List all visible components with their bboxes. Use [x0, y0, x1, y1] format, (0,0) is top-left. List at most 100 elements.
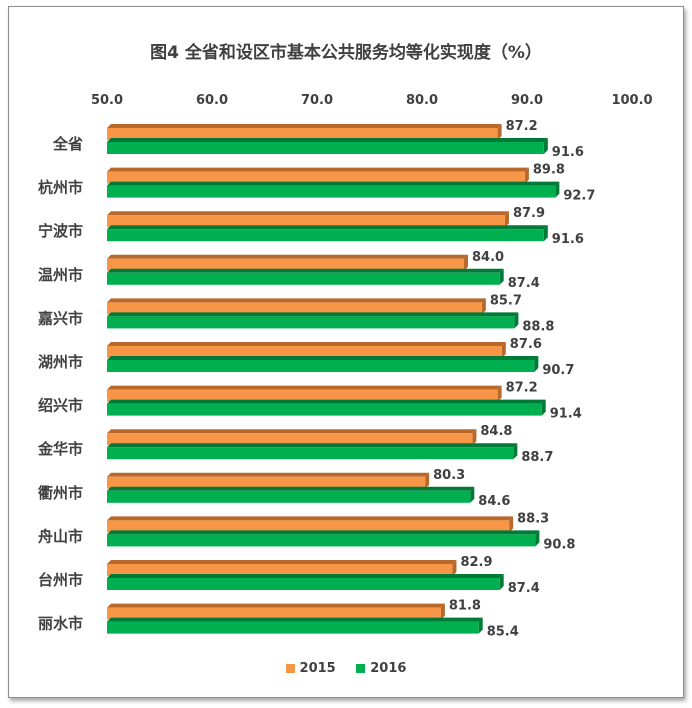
value-label: 91.6: [552, 232, 584, 247]
value-label: 82.9: [460, 555, 492, 570]
value-label: 87.9: [513, 206, 545, 221]
legend-label-2015: 2015: [299, 661, 336, 676]
bar-2015: [107, 433, 473, 446]
bar-2015: [107, 302, 482, 315]
category-label: 湖州市: [38, 353, 83, 371]
legend-item-2016: 2016: [356, 661, 406, 676]
bar-top-face: [107, 254, 468, 259]
bar-2016: [107, 272, 500, 285]
bar-side-face: [425, 472, 430, 489]
bar-top-face: [107, 385, 502, 390]
bar-side-face: [555, 181, 560, 198]
legend-label-2016: 2016: [370, 661, 407, 676]
bar-side-face: [514, 312, 519, 329]
value-label: 85.4: [487, 625, 519, 640]
value-label: 87.4: [508, 581, 540, 596]
bar-2015: [107, 215, 505, 228]
bar-top-face: [107, 429, 477, 434]
value-label: 81.8: [449, 599, 481, 614]
category-label: 衢州市: [38, 484, 83, 502]
bar-2016: [107, 578, 500, 590]
bar-2015: [107, 258, 464, 271]
value-label: 87.4: [508, 276, 540, 291]
bar-top-face: [107, 472, 430, 477]
x-tick-label: 60.0: [196, 93, 228, 108]
value-label: 84.0: [472, 250, 504, 265]
value-label: 88.3: [517, 511, 549, 526]
bar-side-face: [440, 603, 445, 620]
value-label: 88.7: [521, 450, 553, 465]
bar-top-face: [107, 399, 546, 404]
x-tick-label: 90.0: [511, 93, 543, 108]
bar-side-face: [543, 225, 548, 242]
value-label: 87.2: [506, 119, 538, 134]
x-tick-label: 70.0: [301, 93, 333, 108]
value-label: 87.2: [506, 381, 538, 396]
bar-top-face: [107, 167, 529, 172]
bar-side-face: [499, 574, 504, 590]
value-label: 92.7: [563, 189, 595, 204]
value-label: 88.8: [522, 319, 554, 334]
category-label: 宁波市: [38, 222, 83, 240]
bar-top-face: [107, 225, 548, 230]
bar-2015: [107, 607, 441, 620]
value-label: 91.4: [550, 407, 582, 422]
chart-legend: 2015 2016: [0, 661, 692, 676]
bar-2016: [107, 490, 471, 503]
bar-side-face: [481, 298, 486, 315]
bar-side-face: [524, 167, 529, 184]
bar-side-face: [501, 342, 506, 358]
value-label: 90.7: [542, 363, 574, 378]
category-label: 嘉兴市: [37, 309, 83, 327]
category-label: 丽水市: [38, 615, 83, 633]
bar-top-face: [107, 211, 509, 216]
bar-2015: [107, 346, 502, 358]
bar-top-face: [107, 603, 445, 608]
value-label: 84.8: [480, 424, 512, 439]
bar-2015: [107, 564, 453, 576]
bar-2015: [107, 128, 498, 140]
bar-top-face: [107, 181, 560, 186]
bar-2016: [107, 403, 542, 416]
bar-side-face: [499, 268, 504, 285]
bar-side-face: [535, 530, 540, 547]
bar-top-face: [107, 312, 519, 317]
bar-top-face: [107, 124, 502, 128]
bar-side-face: [504, 211, 509, 228]
bar-side-face: [497, 124, 502, 140]
bar-top-face: [107, 516, 514, 521]
bar-2016: [107, 316, 515, 329]
bar-top-face: [107, 342, 506, 346]
bar-side-face: [470, 486, 475, 503]
bar-top-face: [107, 486, 475, 491]
bar-2016: [107, 534, 536, 547]
bar-2015: [107, 389, 498, 402]
value-label: 84.6: [478, 494, 510, 509]
bar-side-face: [534, 356, 539, 372]
bar-2016: [107, 229, 544, 242]
bar-2016: [107, 142, 544, 154]
bar-side-face: [472, 429, 477, 446]
bar-2016: [107, 447, 514, 460]
bar-side-face: [464, 254, 468, 271]
value-label: 87.6: [510, 337, 542, 352]
bar-2015: [107, 520, 510, 533]
bar-top-face: [107, 268, 504, 273]
bar-2015: [107, 476, 426, 489]
bar-2016: [107, 185, 556, 198]
bar-top-face: [107, 298, 486, 303]
bar-side-face: [509, 516, 514, 533]
bar-side-face: [497, 385, 502, 402]
bar-side-face: [543, 138, 548, 154]
value-label: 85.7: [490, 293, 522, 308]
value-label: 80.3: [433, 468, 465, 483]
legend-swatch-2015: [285, 664, 295, 673]
bar-top-face: [107, 617, 483, 622]
category-label: 绍兴市: [38, 397, 83, 415]
bar-top-face: [107, 443, 518, 448]
x-tick-label: 50.0: [91, 93, 123, 108]
bar-side-face: [513, 443, 518, 460]
category-label: 舟山市: [38, 527, 83, 545]
category-label: 全省: [52, 135, 83, 153]
